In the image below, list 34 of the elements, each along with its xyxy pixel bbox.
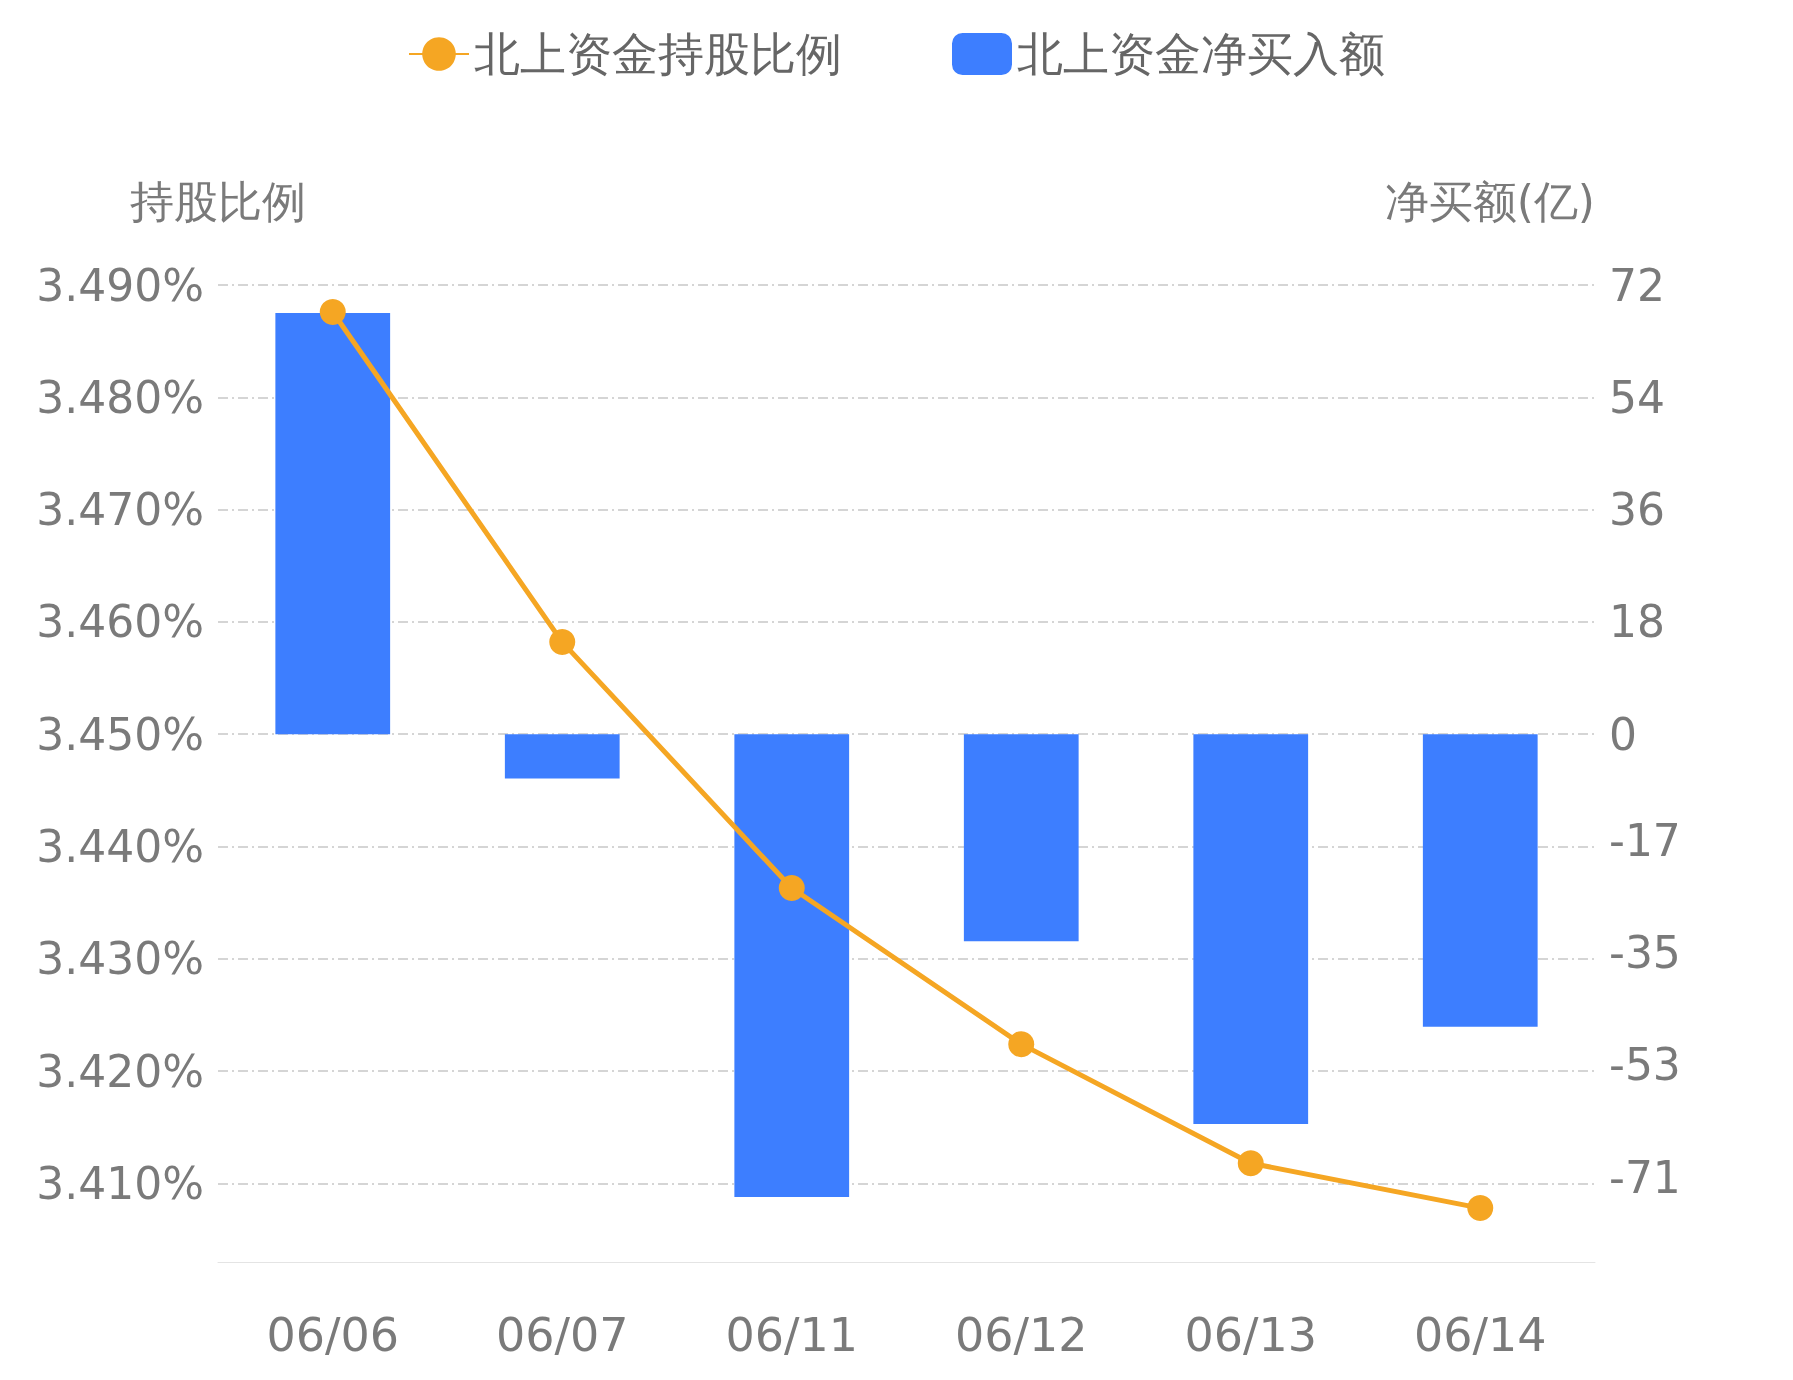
point — [549, 629, 576, 656]
y2-axis-title: 净买额(亿) — [1384, 175, 1595, 227]
y-tick-label: 3.450% — [36, 708, 204, 760]
legend-label: 北上资金持股比例 — [474, 27, 842, 81]
y2-tick-label: -71 — [1609, 1151, 1681, 1203]
y2-tick-label: 18 — [1609, 596, 1665, 648]
point — [1467, 1195, 1494, 1222]
point — [778, 875, 805, 902]
x-tick-label: 06/14 — [1413, 1308, 1547, 1362]
point — [319, 298, 346, 325]
y-tick-label: 3.480% — [36, 371, 204, 423]
x-tick-label: 06/06 — [266, 1308, 400, 1362]
x-tick-label: 06/13 — [1184, 1308, 1318, 1362]
point — [1237, 1150, 1264, 1177]
y2-tick-label: 0 — [1609, 708, 1637, 760]
legend-label: 北上资金净买入额 — [1017, 27, 1385, 81]
y-tick-label: 3.460% — [36, 596, 204, 648]
y-tick-label: 3.440% — [36, 820, 204, 872]
x-tick-label: 06/11 — [725, 1308, 859, 1362]
y2-tick-label: -53 — [1609, 1039, 1681, 1091]
y-axis-title: 持股比例 — [130, 175, 306, 227]
y2-tick-label: -35 — [1609, 927, 1681, 979]
point — [1008, 1031, 1035, 1058]
x-tick-label: 06/07 — [495, 1308, 629, 1362]
y2-tick-label: 36 — [1609, 484, 1665, 536]
y2-tick-label: 54 — [1609, 371, 1665, 423]
y-tick-label: 3.420% — [36, 1045, 204, 1097]
y-tick-label: 3.490% — [36, 259, 204, 311]
y-tick-label: 3.470% — [36, 484, 204, 536]
y-tick-label: 3.410% — [36, 1157, 204, 1209]
y2-tick-label: 72 — [1609, 259, 1665, 311]
y-tick-label: 3.430% — [36, 933, 204, 985]
y2-tick-label: -17 — [1609, 814, 1681, 866]
x-tick-label: 06/12 — [954, 1308, 1088, 1362]
